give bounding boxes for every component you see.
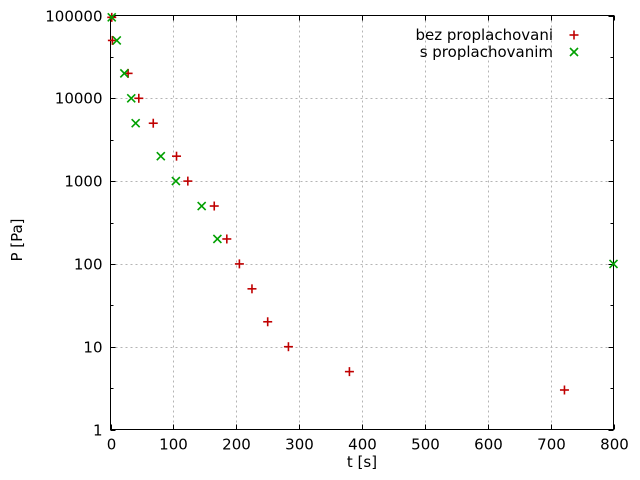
data-point [171,176,181,186]
data-point [148,118,158,128]
data-series-1 [107,12,569,395]
x-tick-label: 600 [474,436,503,454]
y-tick-label: 10000 [55,90,103,108]
y-tick-label: 10 [83,339,102,357]
data-point [156,151,166,161]
data-point [134,93,144,103]
data-point [172,151,182,161]
legend-marker-cross-icon [569,47,579,57]
legend-label-2: s proplachovanim [420,43,553,61]
x-tick-label: 200 [222,436,251,454]
x-tick-label: 400 [348,436,377,454]
x-axis-tick-labels: 0 100 200 300 400 500 600 700 800 [107,436,629,454]
data-point [247,284,257,294]
data-point [212,234,222,244]
plot-frame [110,15,614,430]
data-point [107,12,117,22]
data-point [107,35,117,45]
data-point [283,342,293,352]
y-tick-label: 1 [93,422,103,440]
data-point [559,385,569,395]
legend-marker-plus-icon [569,30,579,40]
y-axis-tick-labels: 1 10 100 1000 10000 100000 [45,8,102,440]
data-point [234,259,244,269]
x-tick-label: 800 [600,436,629,454]
tick-marks [110,15,615,431]
data-series-layer [107,12,619,395]
data-point [209,201,219,211]
data-point [344,367,354,377]
data-point [131,118,141,128]
data-point [608,259,619,269]
x-tick-label: 700 [537,436,566,454]
data-series-2 [107,12,619,269]
x-tick-label: 0 [107,436,117,454]
data-point [222,234,232,244]
y-axis-title: P [Pa] [8,218,26,261]
x-tick-label: 300 [285,436,314,454]
data-point [263,317,273,327]
data-point [126,93,136,103]
grid-lines [110,15,614,430]
x-tick-label: 500 [411,436,440,454]
data-point [197,201,207,211]
data-point [112,35,122,45]
y-tick-label: 1000 [64,173,102,191]
data-point [183,176,193,186]
y-tick-label: 100 [74,256,103,274]
legend-label-1: bez proplachovani [416,26,553,44]
data-point [119,68,129,78]
x-tick-label: 100 [159,436,188,454]
x-axis-title: t [s] [347,453,377,471]
y-tick-label: 100000 [45,8,102,26]
